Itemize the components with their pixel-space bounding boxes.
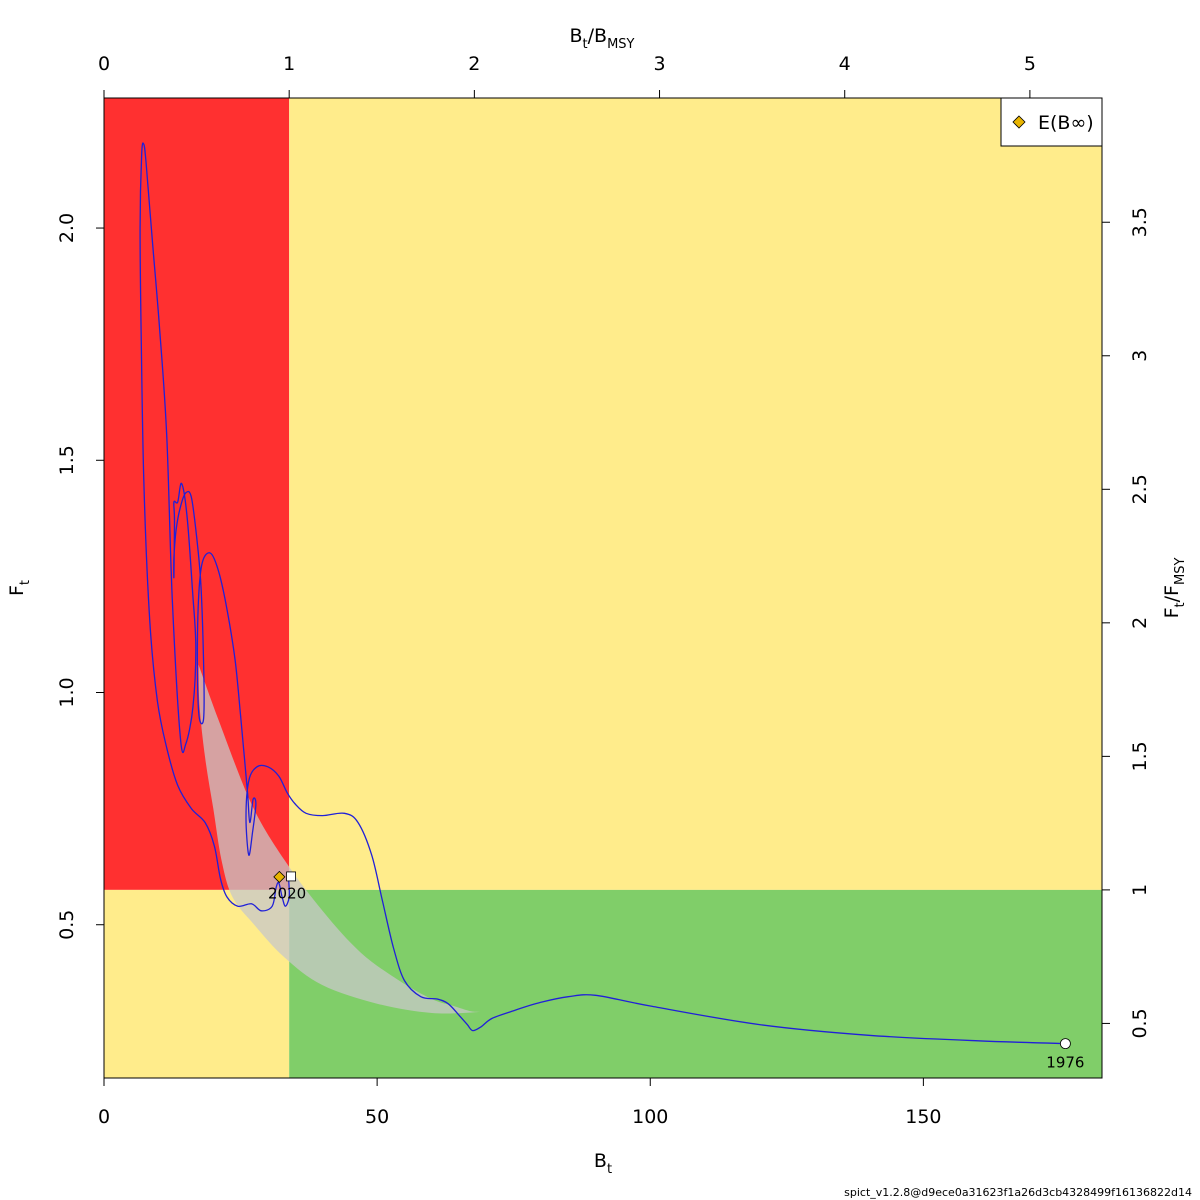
legend-label: E(B∞) [1038, 112, 1094, 134]
biomass-fishing-trajectory [139, 142, 1066, 1045]
zone-green-sustainable [289, 889, 1102, 1078]
end-year-square-marker [286, 871, 296, 882]
top-tick-label: 3 [653, 53, 665, 75]
right-tick-label: 1 [1129, 884, 1151, 896]
equilibrium-diamond-marker [273, 870, 286, 883]
x-tick-label: 100 [632, 1106, 668, 1128]
legend: E(B∞) [1000, 97, 1103, 147]
end-year-label: 2020 [268, 884, 306, 902]
top-axis: 0 1 2 3 4 5 [98, 53, 1036, 99]
right-tick-label: 0.5 [1129, 1008, 1151, 1038]
version-footer: spict_v1.2.8@d9ece0a31623f1a26d3cb432849… [844, 1186, 1192, 1199]
left-axis: 0.5 1.0 1.5 2.0 [56, 213, 105, 940]
zones [104, 98, 1102, 1078]
top-tick-label: 0 [98, 53, 110, 75]
bottom-axis: 0 50 100 150 [98, 1077, 942, 1128]
top-axis-title: Bt/BMSY [569, 25, 634, 52]
right-tick-label: 3 [1129, 350, 1151, 362]
confidence-region [198, 664, 481, 1014]
right-tick-label: 2 [1129, 617, 1151, 629]
right-tick-label: 3.5 [1129, 207, 1151, 237]
zone-red-overfished-overfishing [104, 98, 290, 890]
y-tick-label: 1.5 [56, 445, 78, 475]
x-tick-label: 0 [98, 1106, 110, 1128]
y-tick-label: 2.0 [56, 213, 78, 243]
y-tick-label: 1.0 [56, 677, 78, 707]
top-tick-label: 4 [839, 53, 851, 75]
right-tick-label: 2.5 [1129, 474, 1151, 504]
right-tick-label: 1.5 [1129, 741, 1151, 771]
right-axis-title: Ft/FMSY [1161, 558, 1188, 619]
start-year-circle-marker [1060, 1038, 1071, 1050]
x-axis-title: Bt [594, 1150, 612, 1177]
top-tick-label: 2 [468, 53, 480, 75]
top-tick-label: 1 [283, 53, 295, 75]
start-year-label: 1976 [1046, 1054, 1084, 1072]
legend-diamond-icon [1012, 115, 1026, 129]
y-tick-label: 0.5 [56, 910, 78, 940]
y-axis-title: Ft [6, 580, 33, 596]
zone-yellow-overfishing [289, 98, 1102, 890]
x-tick-label: 50 [365, 1106, 389, 1128]
x-tick-label: 150 [905, 1106, 941, 1128]
top-tick-label: 5 [1024, 53, 1036, 75]
right-axis: 0.5 1 1.5 2 2.5 3 3.5 [1101, 207, 1151, 1039]
